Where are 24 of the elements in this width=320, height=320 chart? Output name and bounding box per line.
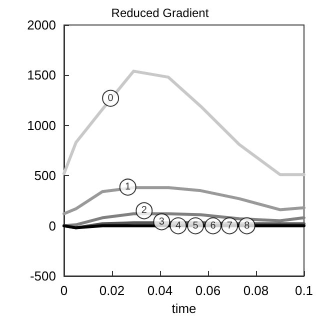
annotation: 2	[141, 205, 148, 216]
annotation: 0	[108, 92, 114, 104]
annotation: 4	[175, 220, 182, 232]
annotation: 3	[158, 216, 165, 228]
annotation: 5	[192, 220, 199, 232]
x-tick-label: 0.02	[99, 283, 125, 298]
y-tick-label: 1000	[27, 118, 56, 133]
y-tick-label: 2000	[27, 18, 56, 32]
x-tick-label: 0	[60, 283, 68, 298]
y-tick-label: 1500	[27, 68, 56, 83]
x-tick-label: 0.08	[243, 283, 269, 298]
annotation: 8	[244, 220, 250, 232]
line-series	[62, 70, 306, 176]
y-tick-label: 0	[48, 218, 56, 234]
x-tick-label: 0.1	[294, 283, 314, 298]
annotation: 6	[210, 220, 216, 232]
annotation: 1	[125, 182, 132, 193]
y-tick-label: -500	[30, 268, 56, 284]
x-tick-label: 0.06	[195, 283, 221, 298]
x-axis-title: time	[172, 300, 196, 316]
chart-title: Reduced Gradient	[111, 6, 210, 20]
annotation: 7	[226, 220, 233, 232]
x-tick-label: 0.04	[147, 283, 173, 298]
y-tick-label: 500	[34, 168, 56, 184]
